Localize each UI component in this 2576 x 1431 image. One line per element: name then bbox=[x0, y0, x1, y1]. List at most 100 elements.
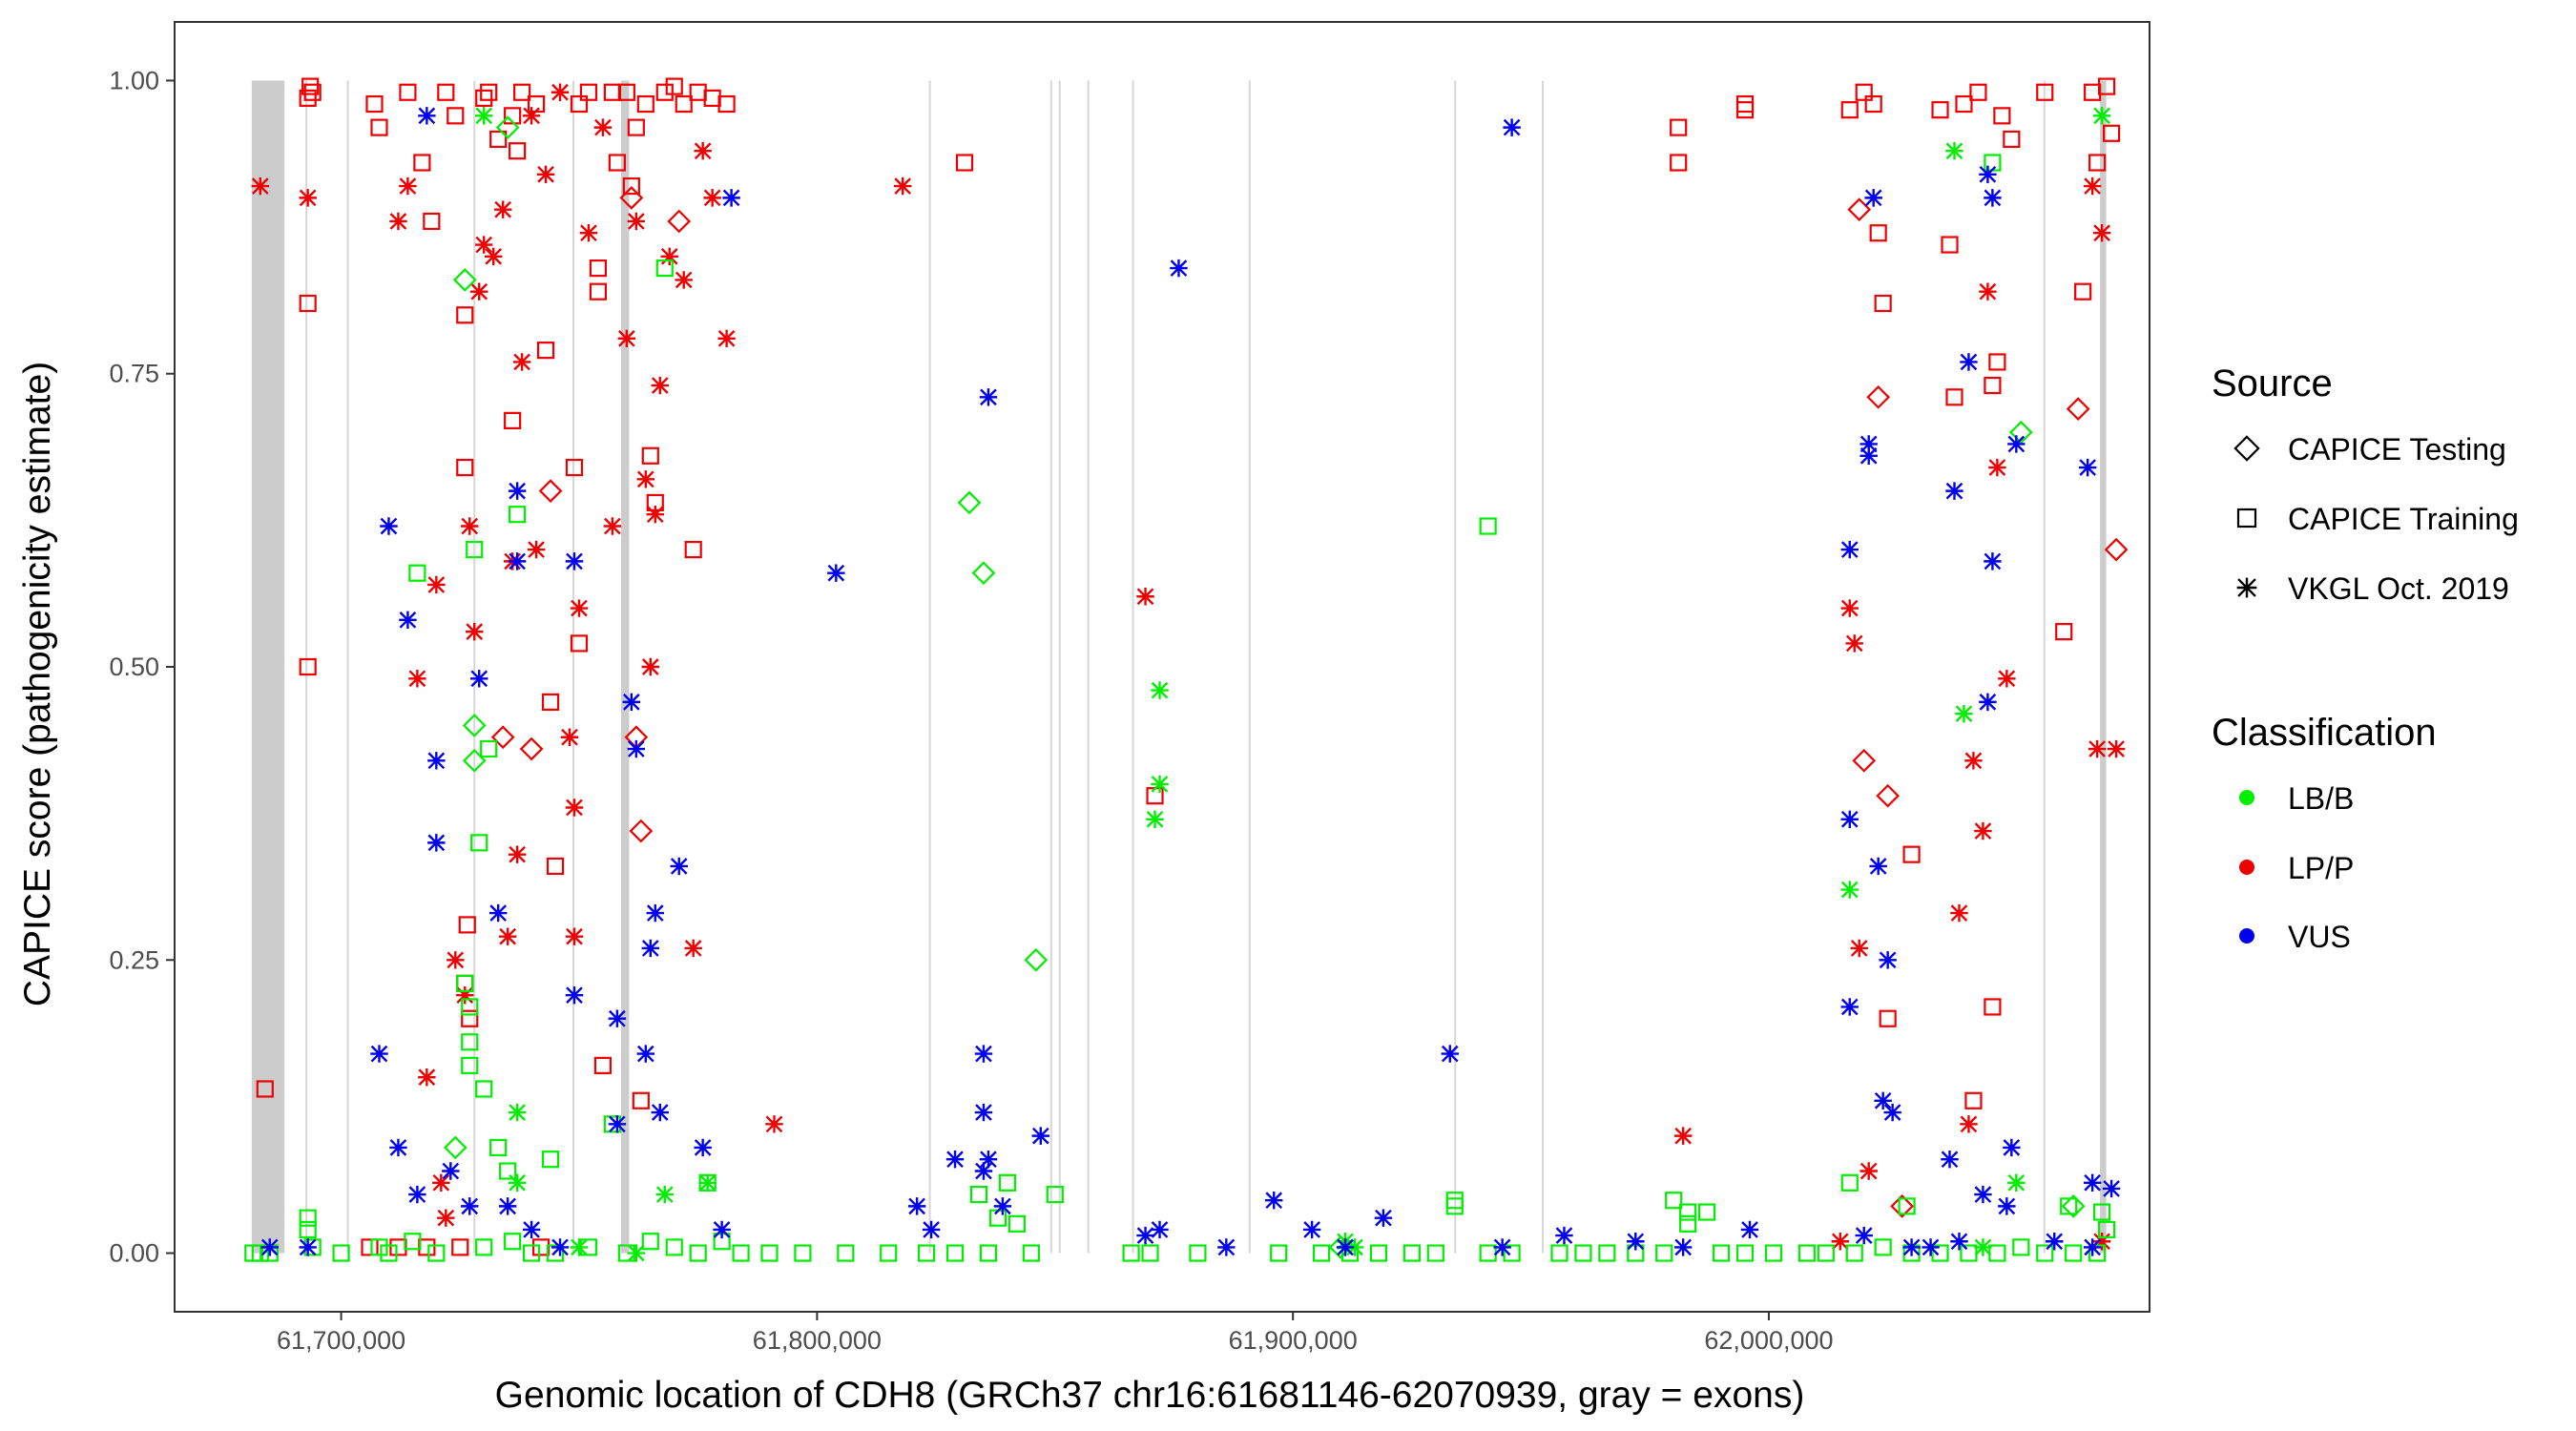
legend-shape-diamond-icon bbox=[2233, 435, 2260, 462]
y-tick-label: 0.75 bbox=[109, 360, 159, 388]
data-point bbox=[475, 236, 493, 254]
data-point bbox=[1441, 1045, 1459, 1063]
data-point bbox=[1735, 1244, 1755, 1262]
data-point bbox=[622, 693, 641, 712]
data-point bbox=[1679, 1214, 1697, 1233]
data-point bbox=[665, 1238, 683, 1256]
data-point bbox=[2007, 435, 2025, 453]
data-point bbox=[1673, 1238, 1693, 1256]
data-point bbox=[565, 927, 584, 945]
data-point bbox=[971, 561, 996, 586]
data-point bbox=[480, 739, 498, 758]
data-point bbox=[380, 1244, 398, 1262]
exon-band bbox=[620, 80, 630, 1254]
data-point bbox=[447, 951, 465, 969]
data-point bbox=[2074, 282, 2092, 301]
data-point bbox=[1136, 588, 1154, 606]
data-point bbox=[513, 83, 531, 101]
data-point bbox=[675, 271, 693, 289]
data-point bbox=[667, 209, 692, 234]
data-point bbox=[470, 834, 488, 852]
data-point bbox=[2098, 1220, 2116, 1239]
data-point bbox=[1217, 1238, 1236, 1256]
data-point bbox=[1141, 1244, 1159, 1262]
data-point bbox=[1890, 1194, 1914, 1218]
data-point bbox=[541, 1151, 560, 1169]
data-point bbox=[1874, 1091, 1892, 1110]
data-point bbox=[1024, 947, 1049, 972]
data-point bbox=[1170, 259, 1188, 278]
data-point bbox=[461, 998, 479, 1016]
data-point bbox=[418, 107, 436, 125]
data-point bbox=[2055, 623, 2073, 641]
data-point bbox=[998, 1173, 1016, 1192]
data-point bbox=[546, 1244, 565, 1262]
data-point bbox=[1941, 1151, 1959, 1169]
data-point bbox=[527, 540, 546, 559]
data-point bbox=[1855, 1226, 1873, 1245]
data-point bbox=[698, 1173, 717, 1192]
data-point bbox=[461, 1056, 479, 1074]
data-point bbox=[655, 83, 674, 101]
data-point bbox=[427, 752, 446, 770]
data-point bbox=[1950, 1233, 1968, 1251]
data-point bbox=[629, 819, 654, 843]
data-point bbox=[504, 411, 522, 429]
data-point bbox=[1046, 1185, 1064, 1204]
data-point bbox=[303, 83, 322, 101]
data-point bbox=[619, 186, 644, 210]
data-point bbox=[498, 927, 517, 945]
data-point bbox=[570, 599, 589, 617]
data-point bbox=[1122, 1244, 1140, 1262]
data-point bbox=[1336, 1238, 1355, 1256]
data-point bbox=[462, 748, 487, 773]
data-point bbox=[651, 376, 669, 395]
data-point bbox=[389, 1138, 407, 1157]
data-point bbox=[466, 540, 484, 559]
legend-color-dot-icon bbox=[2239, 860, 2254, 875]
data-point bbox=[1369, 1244, 1388, 1262]
data-point bbox=[579, 83, 598, 101]
data-point bbox=[1960, 353, 1978, 371]
data-point bbox=[256, 1080, 274, 1098]
data-point bbox=[504, 1233, 522, 1251]
data-point bbox=[522, 1244, 541, 1262]
data-point bbox=[456, 458, 474, 477]
data-point bbox=[1627, 1233, 1645, 1251]
data-point bbox=[260, 1238, 279, 1256]
legend-source-item-testing: CAPICE Testing bbox=[2288, 432, 2506, 467]
data-point bbox=[1931, 101, 1949, 119]
exon-band bbox=[346, 80, 349, 1254]
data-point bbox=[1984, 552, 2002, 570]
legend-class-keys bbox=[2239, 790, 2254, 944]
data-point bbox=[660, 247, 678, 266]
data-point bbox=[456, 306, 474, 324]
x-tick-label: 61,700,000 bbox=[277, 1326, 405, 1355]
data-point bbox=[519, 736, 544, 761]
data-point bbox=[456, 985, 474, 1005]
data-point bbox=[641, 939, 659, 958]
data-point bbox=[437, 83, 455, 101]
data-point bbox=[408, 564, 426, 582]
data-point bbox=[2088, 739, 2107, 758]
data-point bbox=[370, 118, 388, 136]
data-point bbox=[332, 1244, 350, 1262]
data-point bbox=[538, 479, 563, 503]
data-point bbox=[1840, 1173, 1859, 1192]
data-point bbox=[969, 1185, 988, 1204]
data-point bbox=[636, 470, 655, 488]
data-point bbox=[632, 1091, 650, 1110]
data-point bbox=[979, 1244, 998, 1262]
plot-panel bbox=[175, 22, 2150, 1312]
data-point bbox=[2007, 1173, 2025, 1192]
data-point bbox=[456, 974, 474, 992]
data-point bbox=[461, 1009, 479, 1027]
data-point bbox=[1855, 83, 1873, 101]
data-point bbox=[2104, 537, 2129, 562]
data-point bbox=[2088, 154, 2107, 172]
data-point bbox=[2078, 458, 2097, 477]
data-point bbox=[694, 1138, 712, 1157]
data-point bbox=[2092, 224, 2111, 242]
data-point bbox=[794, 1244, 812, 1262]
data-point bbox=[461, 1197, 479, 1215]
